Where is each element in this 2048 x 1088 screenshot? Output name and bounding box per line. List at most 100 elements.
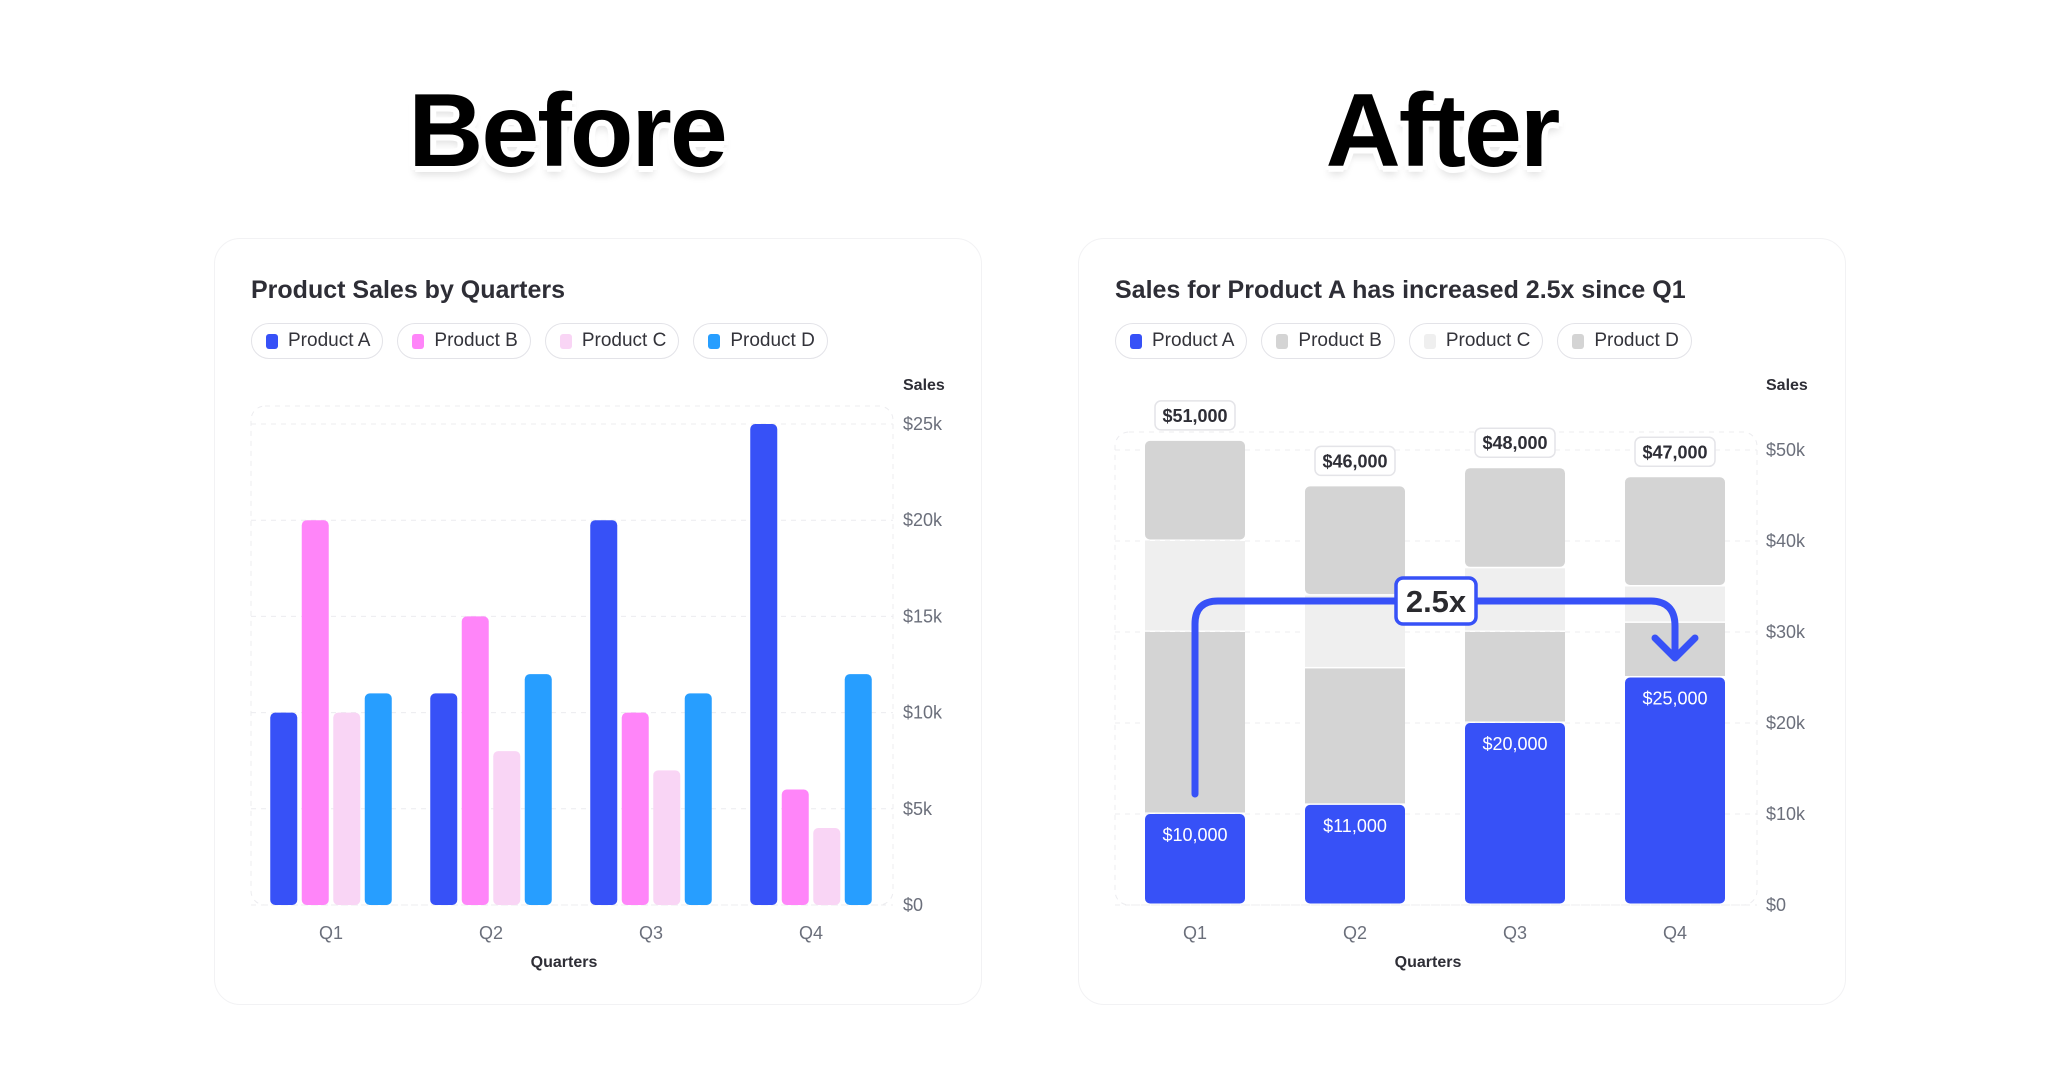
segment-product-d-q3	[1465, 468, 1565, 567]
y-tick-label: $20k	[903, 510, 943, 530]
bar-product-a-q2	[430, 693, 458, 905]
total-value-label: $47,000	[1642, 442, 1707, 462]
total-label-box	[1474, 427, 1556, 458]
x-tick-label: Q3	[1503, 923, 1527, 943]
plot-area-border	[1114, 431, 1758, 906]
after-heading: After	[1325, 73, 1561, 189]
total-label-box	[1314, 445, 1396, 477]
swatch-icon	[1276, 333, 1289, 349]
total-value-label: $46,000	[1322, 451, 1387, 471]
bar-product-c-q2	[493, 751, 521, 905]
x-tick-label: Q4	[799, 923, 823, 943]
bar-product-c-q4	[813, 828, 841, 905]
y-tick-label: $0	[1766, 895, 1786, 915]
segment-product-a-q4	[1625, 677, 1725, 904]
swatch-icon	[559, 333, 572, 349]
segment-product-c-q2	[1305, 595, 1405, 667]
legend-product-a[interactable]: Product A	[1115, 323, 1248, 359]
bar-product-b-q4	[781, 789, 809, 905]
bar-product-c-q3	[653, 770, 681, 905]
segment-product-b-q2	[1305, 668, 1405, 804]
annotation-label: 2.5x	[1406, 584, 1467, 619]
bar-product-a-q3	[590, 520, 618, 905]
swatch-icon	[1572, 333, 1585, 349]
bar-product-b-q3	[621, 712, 649, 905]
segment-product-a-q2	[1305, 804, 1405, 904]
swatch-icon	[1423, 333, 1436, 349]
y-tick-label: $5k	[903, 799, 933, 819]
y-tick-label: $20k	[1766, 713, 1806, 733]
swatch-icon	[266, 333, 278, 349]
bar-product-d-q2	[524, 674, 552, 905]
segment-value-label: $20,000	[1482, 734, 1547, 754]
plot-area-border	[250, 405, 894, 906]
x-axis-title: Quarters	[531, 954, 598, 971]
swatch-icon	[412, 333, 425, 349]
total-value-label: $51,000	[1162, 406, 1227, 426]
y-tick-label: $10k	[903, 703, 943, 723]
y-tick-label: $15k	[903, 606, 943, 626]
legend-product-c[interactable]: Product C	[544, 323, 680, 359]
bar-product-b-q2	[461, 616, 489, 905]
growth-arrow	[1191, 597, 1679, 798]
before-legend: Product A Product B Product C Product D	[251, 323, 828, 359]
bar-product-d-q3	[684, 693, 712, 905]
after-legend: Product A Product B Product C Product D	[1115, 323, 1692, 359]
x-tick-label: Q2	[479, 923, 503, 943]
y-axis-title: Sales	[1766, 377, 1808, 394]
bar-product-d-q4	[844, 674, 872, 905]
legend-product-d[interactable]: Product D	[1557, 323, 1692, 359]
segment-product-d-q2	[1305, 486, 1405, 595]
y-axis-title: Sales	[903, 377, 945, 394]
after-chart-title: Sales for Product A has increased 2.5x s…	[1115, 276, 1686, 304]
segment-product-a-q3	[1465, 723, 1565, 904]
legend-label: Product A	[1152, 330, 1235, 351]
annotation-box	[1394, 576, 1478, 626]
legend-product-c[interactable]: Product C	[1408, 323, 1544, 359]
bar-product-b-q1	[301, 520, 329, 905]
bar-product-a-q4	[750, 424, 778, 905]
y-tick-label: $50k	[1766, 440, 1806, 460]
y-tick-label: $30k	[1766, 622, 1806, 642]
legend-product-d[interactable]: Product D	[693, 323, 828, 359]
legend-label: Product B	[434, 330, 518, 351]
x-axis-title: Quarters	[1395, 954, 1462, 971]
before-chart-title: Product Sales by Quarters	[251, 276, 566, 304]
y-tick-label: $25k	[903, 414, 943, 434]
y-tick-label: $0	[903, 895, 923, 915]
before-heading: Before	[408, 73, 727, 189]
x-tick-label: Q4	[1663, 923, 1687, 943]
x-tick-label: Q1	[1183, 923, 1207, 943]
segment-product-d-q4	[1625, 477, 1725, 585]
swatch-icon	[708, 333, 721, 349]
y-tick-label: $40k	[1766, 531, 1806, 551]
legend-label: Product A	[288, 330, 371, 351]
bar-product-d-q1	[364, 693, 392, 905]
y-tick-label: $10k	[1766, 804, 1806, 824]
legend-product-b[interactable]: Product B	[1261, 323, 1395, 359]
bar-product-a-q1	[270, 712, 298, 905]
legend-product-b[interactable]: Product B	[397, 323, 531, 359]
total-label-box	[1634, 436, 1716, 468]
segment-product-d-q1	[1145, 440, 1245, 540]
legend-product-a[interactable]: Product A	[251, 323, 384, 359]
legend-label: Product B	[1298, 330, 1382, 351]
segment-value-label: $10,000	[1162, 825, 1227, 845]
legend-label: Product D	[730, 330, 815, 351]
swatch-icon	[1130, 333, 1142, 349]
x-tick-label: Q2	[1343, 923, 1367, 943]
x-tick-label: Q1	[319, 923, 343, 943]
bar-product-c-q1	[333, 712, 361, 905]
segment-product-a-q1	[1145, 814, 1245, 904]
legend-label: Product D	[1594, 330, 1679, 351]
legend-label: Product C	[1445, 330, 1531, 351]
total-label-box	[1154, 400, 1236, 431]
segment-product-b-q3	[1465, 632, 1565, 722]
segment-value-label: $11,000	[1323, 816, 1387, 836]
x-tick-label: Q3	[639, 923, 663, 943]
arrowhead-icon	[1651, 634, 1699, 662]
total-value-label: $48,000	[1482, 433, 1547, 453]
segment-value-label: $25,000	[1642, 689, 1707, 709]
legend-label: Product C	[581, 330, 667, 351]
